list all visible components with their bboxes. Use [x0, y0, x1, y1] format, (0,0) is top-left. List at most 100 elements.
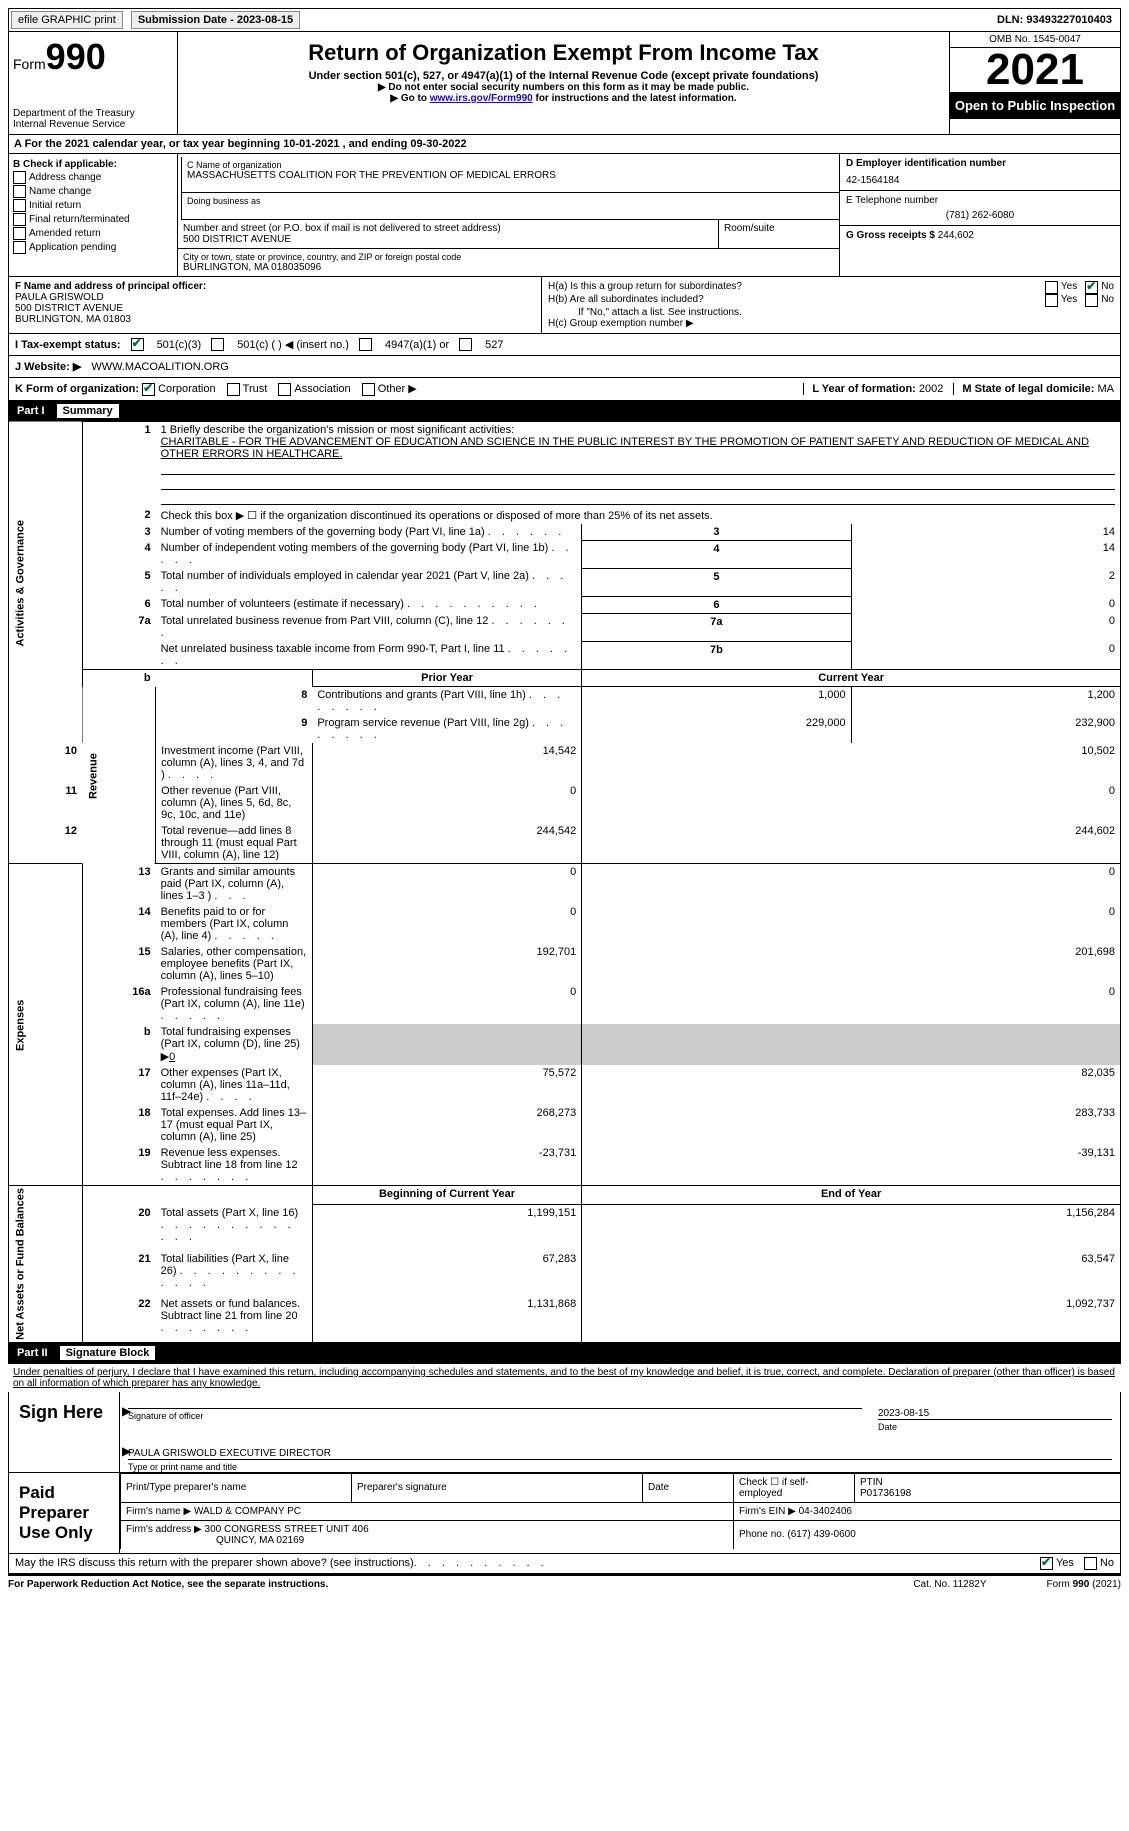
prep-h2: Preparer's signature [352, 1473, 643, 1502]
part2-num: Part II [17, 1347, 48, 1359]
city-state-zip: BURLINGTON, MA 018035096 [183, 262, 834, 273]
room-suite-lbl: Room/suite [718, 220, 839, 248]
open-to-public: Open to Public Inspection [950, 92, 1120, 119]
paid-prep-label: Paid Preparer Use Only [9, 1473, 120, 1553]
r5v: 2 [851, 568, 1120, 596]
part2-title: Signature Block [60, 1346, 156, 1360]
r22p: 1,131,868 [312, 1296, 581, 1342]
side-exp: Expenses [9, 864, 83, 1186]
officer-addr1: 500 DISTRICT AVENUE [15, 303, 535, 314]
sign-here-block: Sign Here Signature of officer 2023-08-1… [8, 1392, 1121, 1473]
cb-app-pending[interactable] [13, 241, 26, 254]
top-bar: efile GRAPHIC print Submission Date - 20… [8, 8, 1121, 32]
cb-address-change[interactable] [13, 171, 26, 184]
c-name-lbl: C Name of organization [187, 160, 834, 170]
r20c: 1,156,284 [582, 1205, 1121, 1251]
hc-lbl: H(c) Group exemption number ▶ [548, 318, 1114, 329]
col-eoy: End of Year [582, 1186, 1121, 1205]
form990-link[interactable]: www.irs.gov/Form990 [430, 93, 533, 104]
cb-ha-no[interactable] [1085, 281, 1098, 294]
cb-527[interactable] [459, 338, 472, 351]
prep-h5: PTIN [860, 1477, 883, 1488]
cb-other[interactable] [362, 383, 375, 396]
cb-hb-yes[interactable] [1045, 294, 1058, 307]
dln: DLN: 93493227010403 [989, 12, 1120, 28]
year-formation: 2002 [919, 383, 943, 395]
dba-lbl: Doing business as [187, 196, 834, 206]
cb-hb-no[interactable] [1085, 294, 1098, 307]
cb-name-change[interactable] [13, 185, 26, 198]
r8p: 1,000 [582, 687, 851, 716]
paid-preparer-block: Paid Preparer Use Only Print/Type prepar… [8, 1473, 1121, 1554]
r5t: Total number of individuals employed in … [161, 570, 529, 582]
subtitle-1: Under section 501(c), 527, or 4947(a)(1)… [182, 70, 945, 82]
cb-trust[interactable] [227, 383, 240, 396]
r14p: 0 [312, 904, 581, 944]
side-ag: Activities & Governance [9, 422, 83, 744]
cb-final-return[interactable] [13, 213, 26, 226]
sign-here-label: Sign Here [9, 1392, 120, 1472]
cb-corp[interactable] [142, 383, 155, 396]
r16bt: Total fundraising expenses (Part IX, col… [161, 1026, 300, 1063]
sig-officer-lbl: Signature of officer [128, 1411, 870, 1421]
part1-title: Summary [57, 404, 119, 418]
cb-discuss-yes[interactable] [1040, 1557, 1053, 1570]
website: WWW.MACOALITION.ORG [91, 361, 229, 373]
r9t: Program service revenue (Part VIII, line… [317, 717, 529, 729]
cb-initial-return[interactable] [13, 199, 26, 212]
cb-ha-yes[interactable] [1045, 281, 1058, 294]
officer-name: PAULA GRISWOLD [15, 292, 535, 303]
city-lbl: City or town, state or province, country… [183, 252, 834, 262]
d-lbl: D Employer identification number [846, 158, 1114, 169]
r18t: Total expenses. Add lines 13–17 (must eq… [156, 1105, 313, 1145]
r19c: -39,131 [582, 1145, 1121, 1186]
phone-lbl: Phone no. [739, 1529, 785, 1540]
line-j: J Website: ▶ WWW.MACOALITION.ORG [8, 356, 1121, 378]
r19p: -23,731 [312, 1145, 581, 1186]
domicile: MA [1098, 383, 1115, 395]
subtitle-2: ▶ Do not enter social security numbers o… [182, 82, 945, 93]
cb-4947[interactable] [359, 338, 372, 351]
r11p: 0 [312, 783, 581, 823]
r16ac: 0 [582, 984, 1121, 1024]
firm-addr2: QUINCY, MA 02169 [216, 1535, 304, 1546]
efile-print-button[interactable]: efile GRAPHIC print [11, 11, 123, 29]
mission-lbl: 1 Briefly describe the organization's mi… [161, 424, 515, 436]
prep-h3: Date [643, 1473, 734, 1502]
r3v: 14 [851, 524, 1120, 541]
street-address: 500 DISTRICT AVENUE [183, 234, 713, 245]
r22c: 1,092,737 [582, 1296, 1121, 1342]
cb-amended[interactable] [13, 227, 26, 240]
side-na: Net Assets or Fund Balances [9, 1186, 83, 1343]
cb-501c[interactable] [211, 338, 224, 351]
col-boy: Beginning of Current Year [312, 1186, 581, 1205]
firm-lbl: Firm's name ▶ [126, 1506, 191, 1517]
discuss-no: No [1100, 1557, 1114, 1570]
k-o4: Other ▶ [378, 383, 417, 395]
hb-no: No [1101, 294, 1114, 307]
part2-header: Part II Signature Block [8, 1343, 1121, 1364]
col-b: B Check if applicable: Address change Na… [9, 154, 178, 276]
r16ap: 0 [312, 984, 581, 1024]
r8c: 1,200 [851, 687, 1120, 716]
r10c: 10,502 [582, 743, 1121, 783]
cb-discuss-no[interactable] [1084, 1557, 1097, 1570]
firm-phone: (617) 439-0600 [787, 1529, 855, 1540]
r6v: 0 [851, 596, 1120, 613]
goto-post: for instructions and the latest informat… [533, 93, 737, 104]
hb2: If "No," attach a list. See instructions… [548, 307, 1114, 318]
r18c: 283,733 [582, 1105, 1121, 1145]
summary-table: Activities & Governance 1 1 Briefly desc… [8, 422, 1121, 1343]
goto-pre: ▶ Go to [390, 93, 429, 104]
i-o3: 4947(a)(1) or [385, 339, 449, 351]
cb-assoc[interactable] [278, 383, 291, 396]
firm-ein: 04-3402406 [799, 1506, 852, 1517]
cb-501c3[interactable] [131, 338, 144, 351]
firm-addr1: 300 CONGRESS STREET UNIT 406 [205, 1524, 369, 1535]
r4t: Number of independent voting members of … [161, 542, 549, 554]
b-item-1: Name change [29, 186, 91, 197]
gross-receipts: 244,602 [938, 230, 974, 241]
form-header: Form990 Department of the Treasury Inter… [8, 32, 1121, 135]
part1-header: Part I Summary [8, 401, 1121, 422]
r12t: Total revenue—add lines 8 through 11 (mu… [156, 823, 313, 864]
